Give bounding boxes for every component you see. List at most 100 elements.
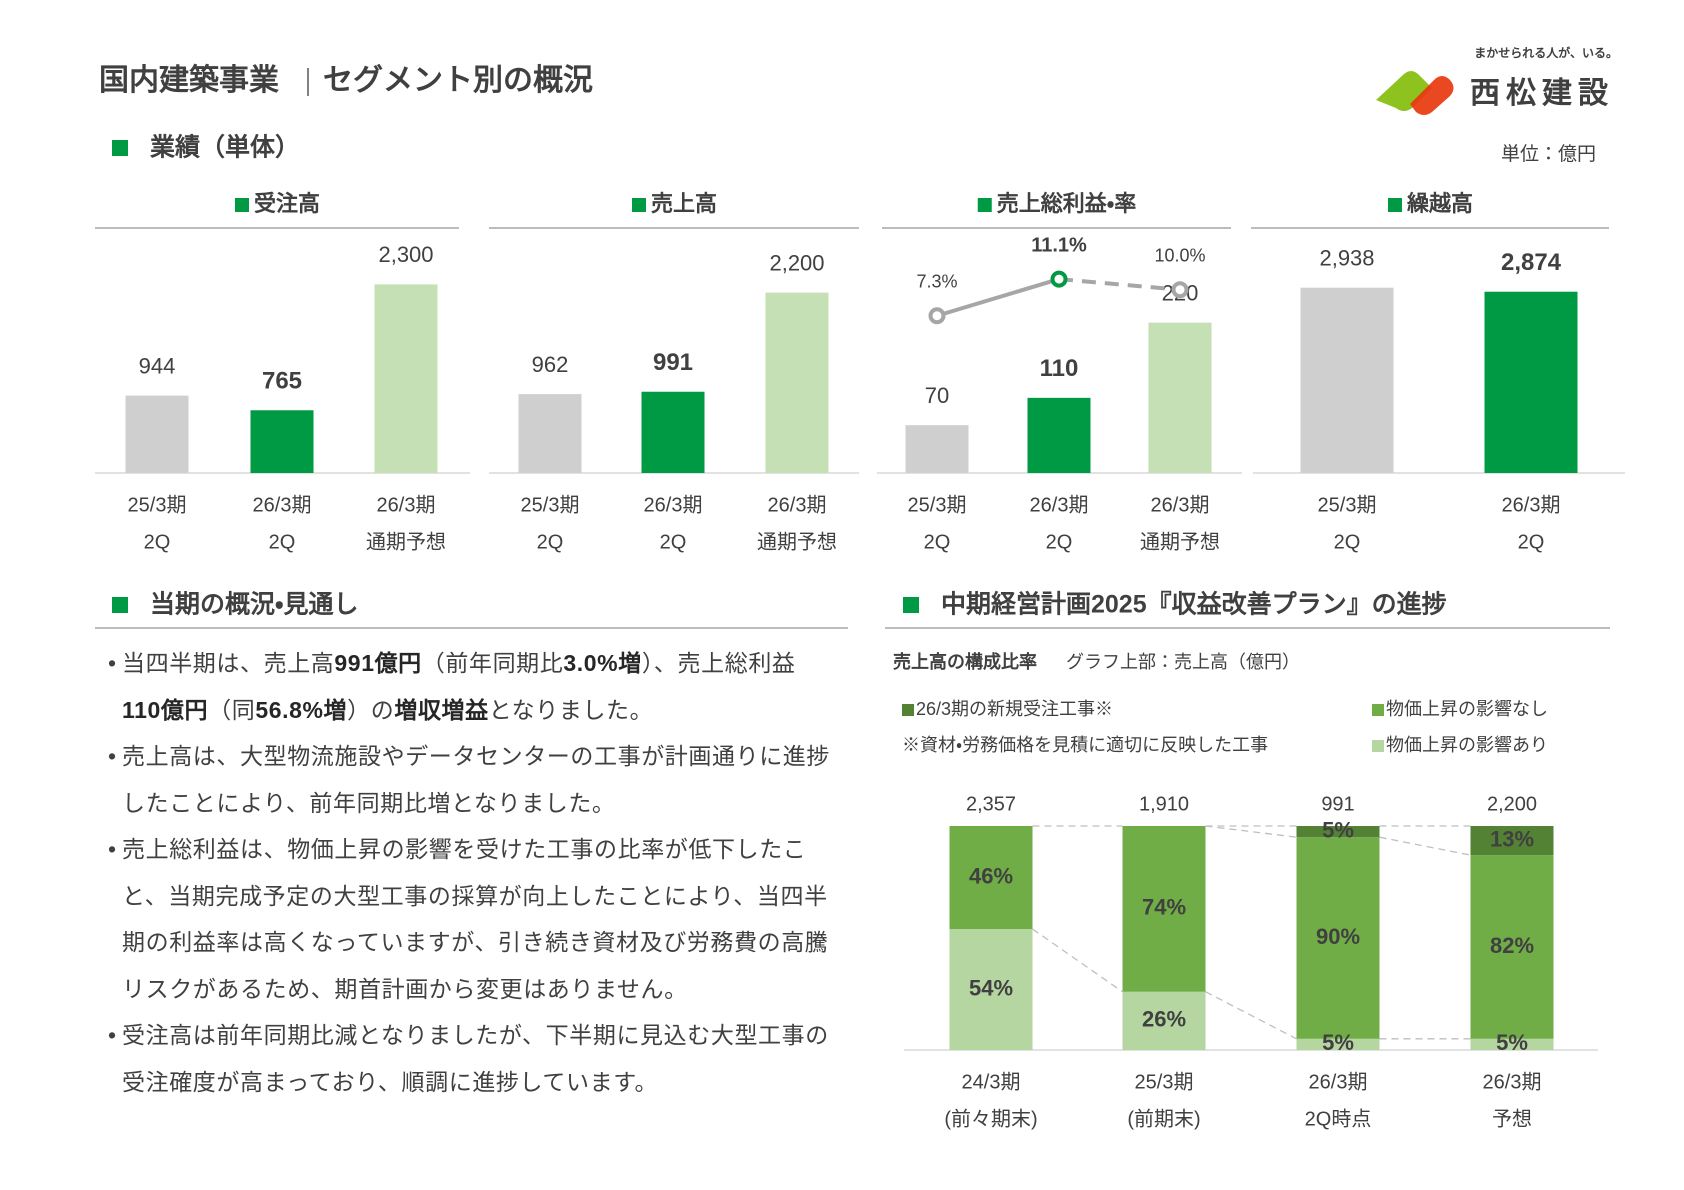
title-marker xyxy=(977,198,992,212)
text: ）、売上総利益 xyxy=(641,650,796,676)
page-subtitle: セグメント別の概況 xyxy=(323,64,593,97)
line-marker xyxy=(928,307,946,325)
connector xyxy=(1032,928,1123,993)
line-marker xyxy=(1171,281,1189,299)
data-label: 2,938 xyxy=(1319,245,1374,270)
data-label: 110 xyxy=(1040,355,1079,382)
unit-label: 単位：億円 xyxy=(1501,143,1596,165)
bold-text: 110億円 xyxy=(122,696,209,723)
bullet: 売上高は、大型物流施設やデータセンターの工事が計画通りに進捗したことにより、前年… xyxy=(108,733,833,826)
chart-title: 受注高 xyxy=(254,191,320,216)
bar xyxy=(1484,291,1578,473)
chart-subtitle: 売上高の構成比率 xyxy=(893,651,1037,672)
chart-title: 売上総利益・率 xyxy=(997,191,1136,216)
total-label: 1,910 xyxy=(1139,793,1189,815)
data-label: 2,874 xyxy=(1501,249,1562,276)
legend-label: 物価上昇の影響あり xyxy=(1386,735,1548,755)
line-segment xyxy=(936,277,1060,318)
bar xyxy=(1300,287,1394,473)
company-name: 西松建設 xyxy=(1470,77,1614,110)
stack-segment xyxy=(1296,826,1380,838)
data-label: 944 xyxy=(139,353,176,378)
x-tick-label: (前々期末) xyxy=(944,1107,1037,1130)
legend-swatch xyxy=(902,704,914,716)
x-tick-label: 26/3期 xyxy=(644,494,703,516)
bar xyxy=(1148,322,1212,473)
section-marker xyxy=(112,597,128,613)
segment-label: 54% xyxy=(969,975,1013,1000)
x-tick-label: 26/3期 xyxy=(1030,494,1089,516)
text: 売上高は、大型物流施設やデータセンターの工事が計画通りに進捗したことにより、前年… xyxy=(122,743,830,816)
x-tick-label: 26/3期 xyxy=(1502,494,1561,516)
total-label: 2,357 xyxy=(966,793,1016,815)
bold-text: 増収増益 xyxy=(394,696,489,723)
bar xyxy=(641,391,705,473)
bold-text: 991億円 xyxy=(334,650,422,676)
connector xyxy=(1205,991,1297,1040)
line-segment xyxy=(1058,277,1181,292)
connector xyxy=(1379,836,1471,856)
outlook-bullets: 当四半期は、売上高991億円（前年同期比3.0%増）、売上総利益 110億円（同5… xyxy=(108,640,833,1105)
section-title: 業績（単体） xyxy=(150,133,300,162)
stack-segment xyxy=(1122,826,1206,992)
data-label: 70 xyxy=(925,383,949,408)
text: ）の xyxy=(347,696,395,723)
line-label: 7.3% xyxy=(916,272,957,292)
x-tick-label: 26/3期 xyxy=(1483,1071,1542,1093)
chart-title: 繰越高 xyxy=(1407,191,1473,216)
segment-label: 46% xyxy=(969,863,1013,888)
data-label: 2,300 xyxy=(378,242,433,267)
bar xyxy=(765,292,829,473)
text: 受注高は前年同期比減となりましたが、下半期に見込む大型工事の受注確度が高まってお… xyxy=(122,1022,829,1095)
text: 売上総利益は、物価上昇の影響を受けた工事の比率が低下したこと、当期完成予定の大型… xyxy=(122,836,829,1002)
bar xyxy=(374,284,438,473)
segment-label: 90% xyxy=(1316,924,1360,949)
page-title: 国内建築事業 xyxy=(99,63,279,97)
data-label: 991 xyxy=(653,349,693,376)
chart-title: 売上高 xyxy=(651,191,717,216)
section-marker xyxy=(112,140,128,156)
logo-red xyxy=(1410,76,1454,115)
x-tick-label: 2Q xyxy=(1046,531,1073,553)
bold-text: 56.8%増 xyxy=(255,696,348,723)
x-tick-label: 2Q xyxy=(660,531,687,553)
bullet: 売上総利益は、物価上昇の影響を受けた工事の比率が低下したこと、当期完成予定の大型… xyxy=(108,826,833,1012)
data-label: 765 xyxy=(262,368,302,395)
stack-segment xyxy=(1470,1038,1554,1050)
stack-segment xyxy=(1296,1038,1380,1050)
x-tick-label: 24/3期 xyxy=(962,1071,1021,1093)
legend-label: 26/3期の新規受注工事※ xyxy=(916,699,1113,719)
logo-mark xyxy=(1376,71,1454,115)
section-title: 中期経営計画2025『収益改善プラン』の進捗 xyxy=(941,590,1447,619)
bar xyxy=(518,394,582,473)
segment-label: 13% xyxy=(1490,826,1534,851)
x-tick-label: (前期末) xyxy=(1127,1107,1200,1130)
total-label: 991 xyxy=(1321,793,1354,815)
x-tick-label: 2Q xyxy=(144,531,171,553)
connector xyxy=(1205,825,1297,838)
stack-segment xyxy=(949,826,1033,930)
bold-text: 3.0%増 xyxy=(563,650,642,676)
tagline: まかせられる人が、いる。 xyxy=(1474,45,1618,60)
x-tick-label: 2Q xyxy=(1518,531,1545,553)
segment-label: 26% xyxy=(1142,1007,1186,1032)
x-tick-label: 25/3期 xyxy=(908,494,967,516)
title-marker xyxy=(234,198,249,212)
text: となりました。 xyxy=(488,696,654,723)
bar xyxy=(905,425,969,473)
x-tick-label: 26/3期 xyxy=(253,494,312,516)
stack-segment xyxy=(1470,826,1554,856)
bar xyxy=(125,395,189,473)
segment-label: 5% xyxy=(1496,1030,1528,1055)
x-tick-label: 2Q xyxy=(537,531,564,553)
text: （前年同期比 xyxy=(421,650,564,676)
x-tick-label: 25/3期 xyxy=(1318,494,1377,516)
legend-label: 物価上昇の影響なし xyxy=(1386,699,1548,719)
line-label: 10.0% xyxy=(1154,245,1205,265)
stack-segment xyxy=(949,929,1033,1050)
text: 当四半期は、売上高 xyxy=(122,650,335,676)
section-title: 当期の概況・見通し xyxy=(150,591,359,619)
stack-segment xyxy=(1296,837,1380,1039)
